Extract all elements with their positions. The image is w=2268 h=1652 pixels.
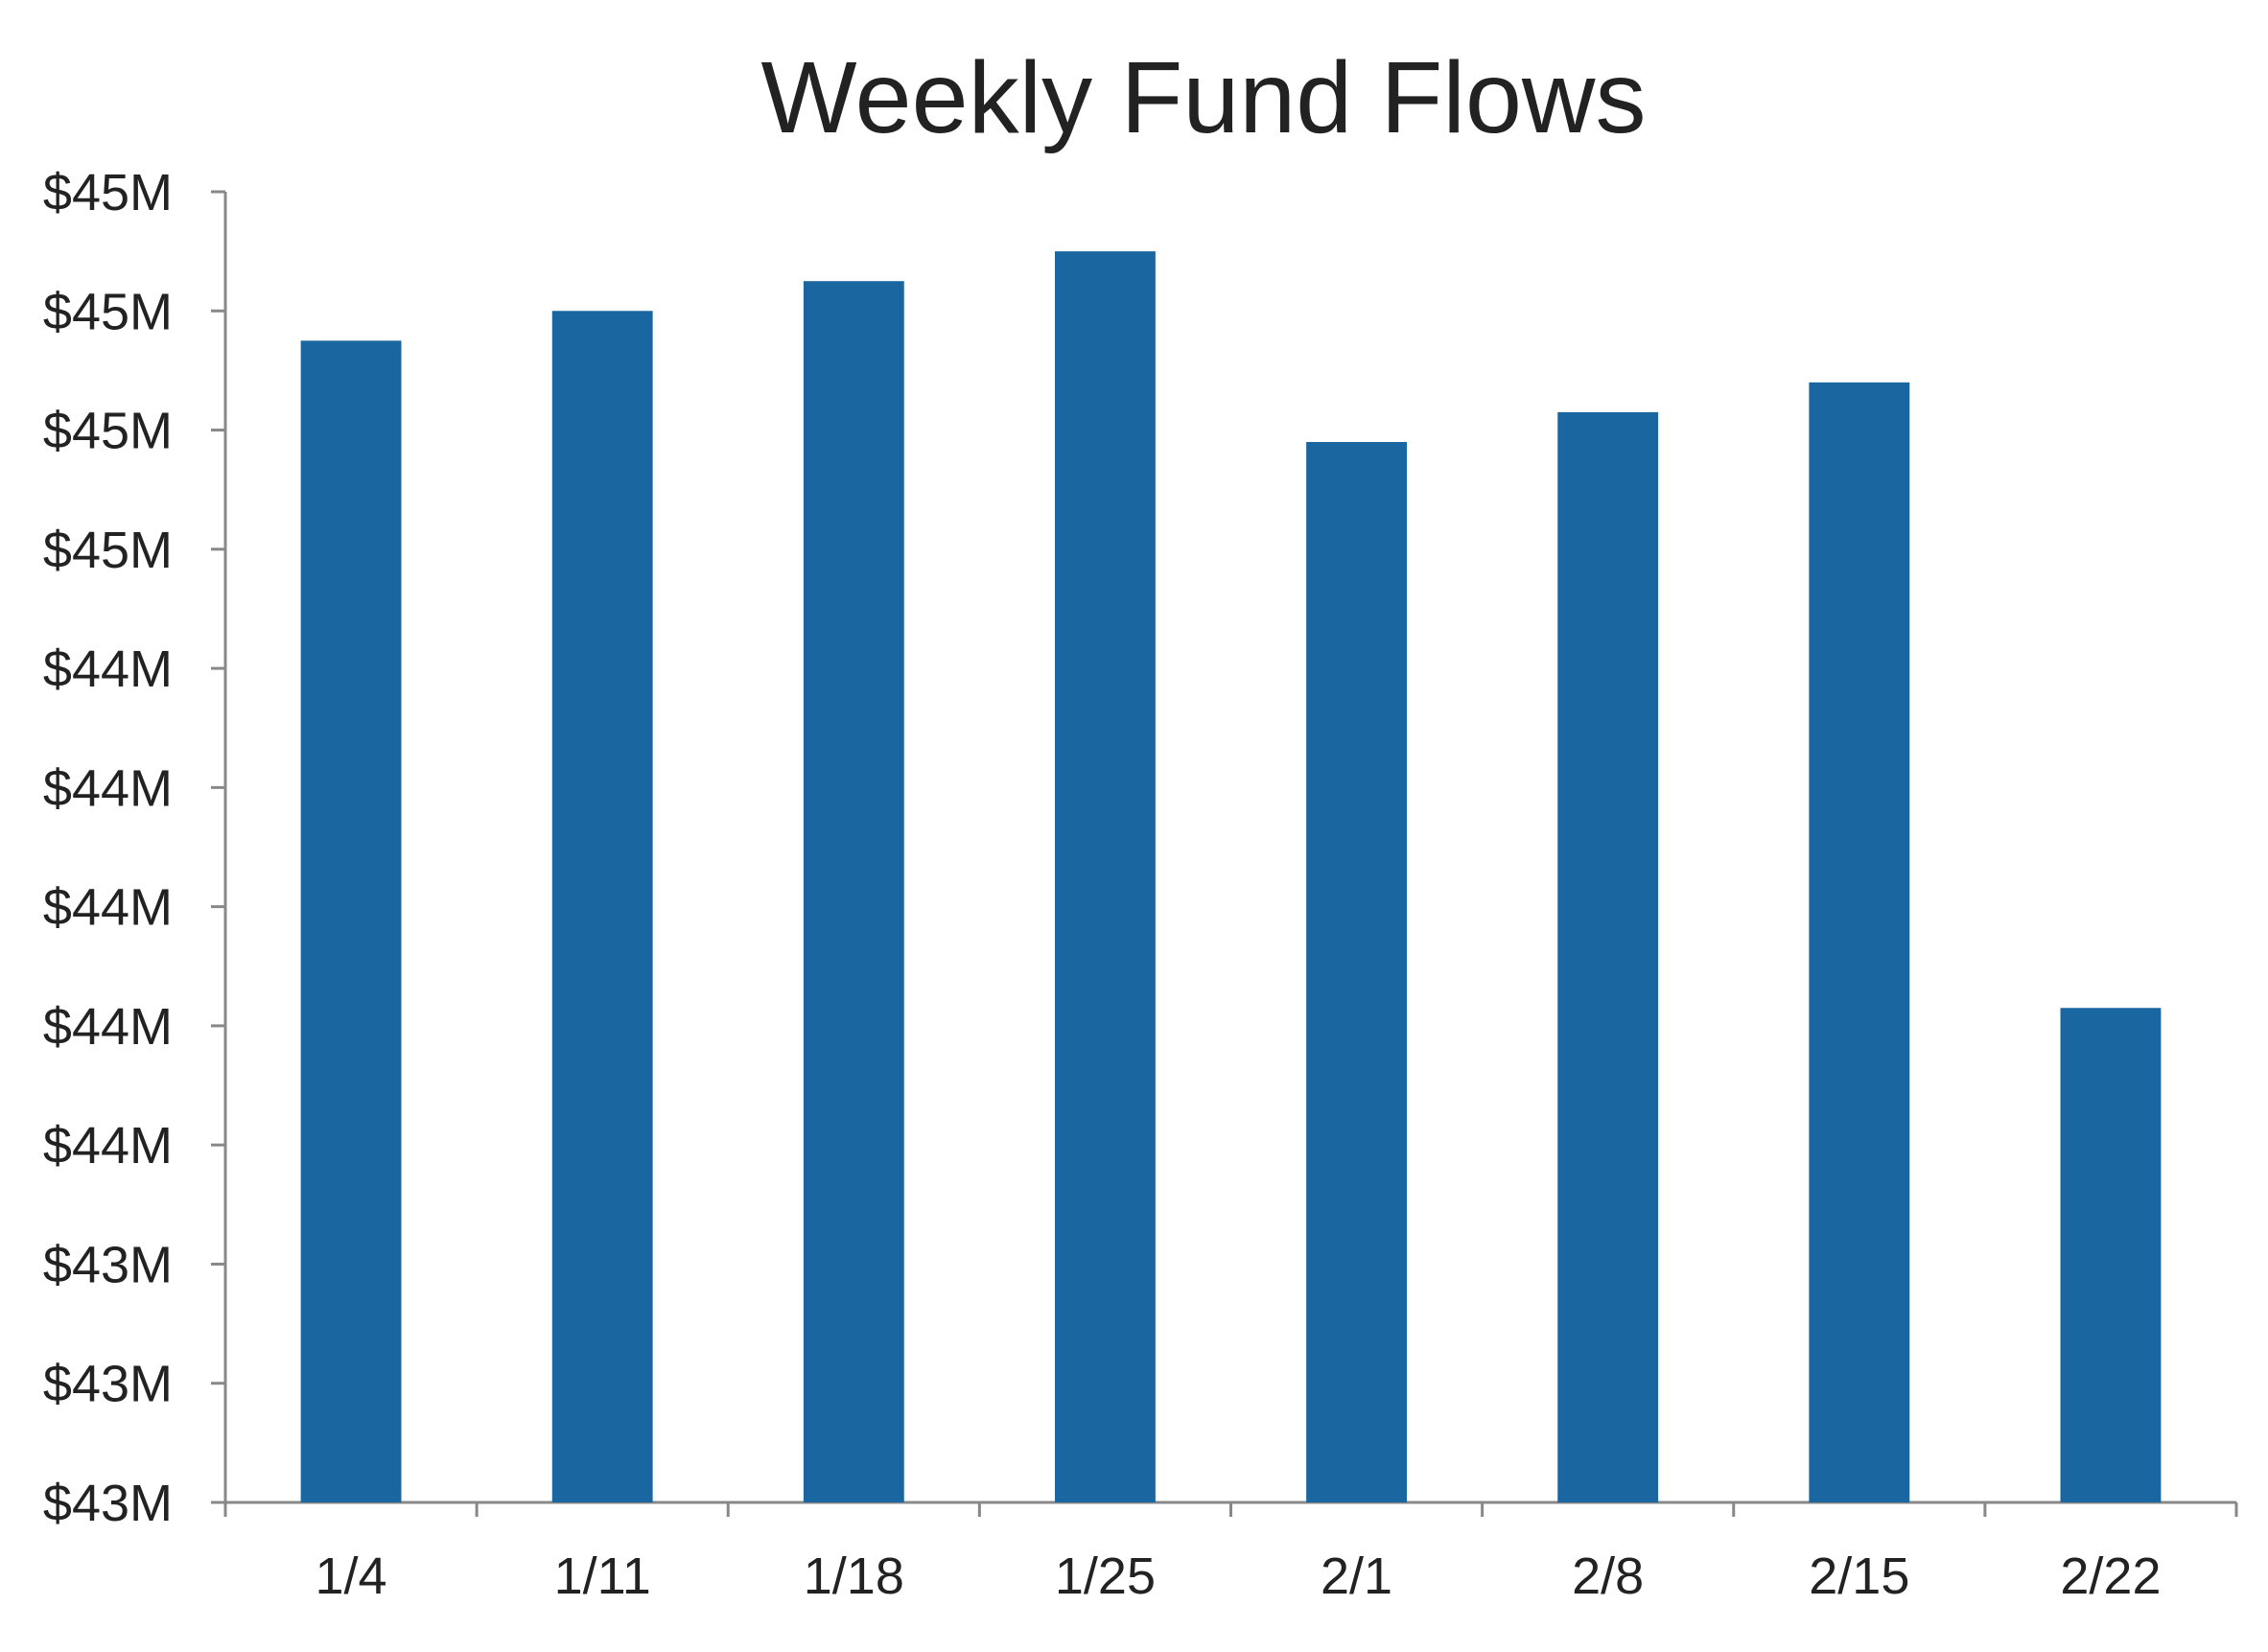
y-tick-label: $44M [43,640,173,698]
y-axis: $43M $43M $43M $44M $44M $44M $44M $44M $45M $45M… [43,164,227,1532]
y-tick-label: $45M [43,522,173,579]
chart-title: Weekly Fund Flows [761,41,1647,154]
y-tick-label: $44M [43,1117,173,1175]
y-tick-label: $44M [43,879,173,937]
bar [551,311,653,1503]
bar [1306,441,1407,1503]
y-tick-label: $45M [43,283,173,340]
x-tick-label: 1/11 [554,1547,651,1605]
bar [2060,1008,2162,1502]
y-tick-label: $43M [43,1475,173,1532]
y-tick-label: $43M [43,1356,173,1413]
x-tick-label: 2/1 [1321,1547,1392,1605]
x-tick-label: 1/18 [804,1547,904,1605]
x-tick-label: 1/4 [316,1547,387,1605]
bar-series [300,251,2162,1503]
y-tick-label: $43M [43,1236,173,1293]
x-tick-label: 2/22 [2060,1547,2161,1605]
x-axis: 1/4 1/11 1/18 1/25 2/1 2/8 2/15 2/22 [223,1501,2238,1605]
y-tick-label: $44M [43,759,173,817]
bar [803,281,904,1502]
bar [300,340,402,1502]
bar [1557,411,1659,1502]
x-tick-label: 2/15 [1809,1547,1909,1605]
bar [1055,251,1156,1502]
x-tick-label: 1/25 [1055,1547,1156,1605]
y-tick-label: $45M [43,164,173,221]
y-tick-label: $45M [43,403,173,460]
y-tick-label: $44M [43,998,173,1056]
x-tick-label: 2/8 [1572,1547,1644,1605]
bar [1809,382,1910,1502]
